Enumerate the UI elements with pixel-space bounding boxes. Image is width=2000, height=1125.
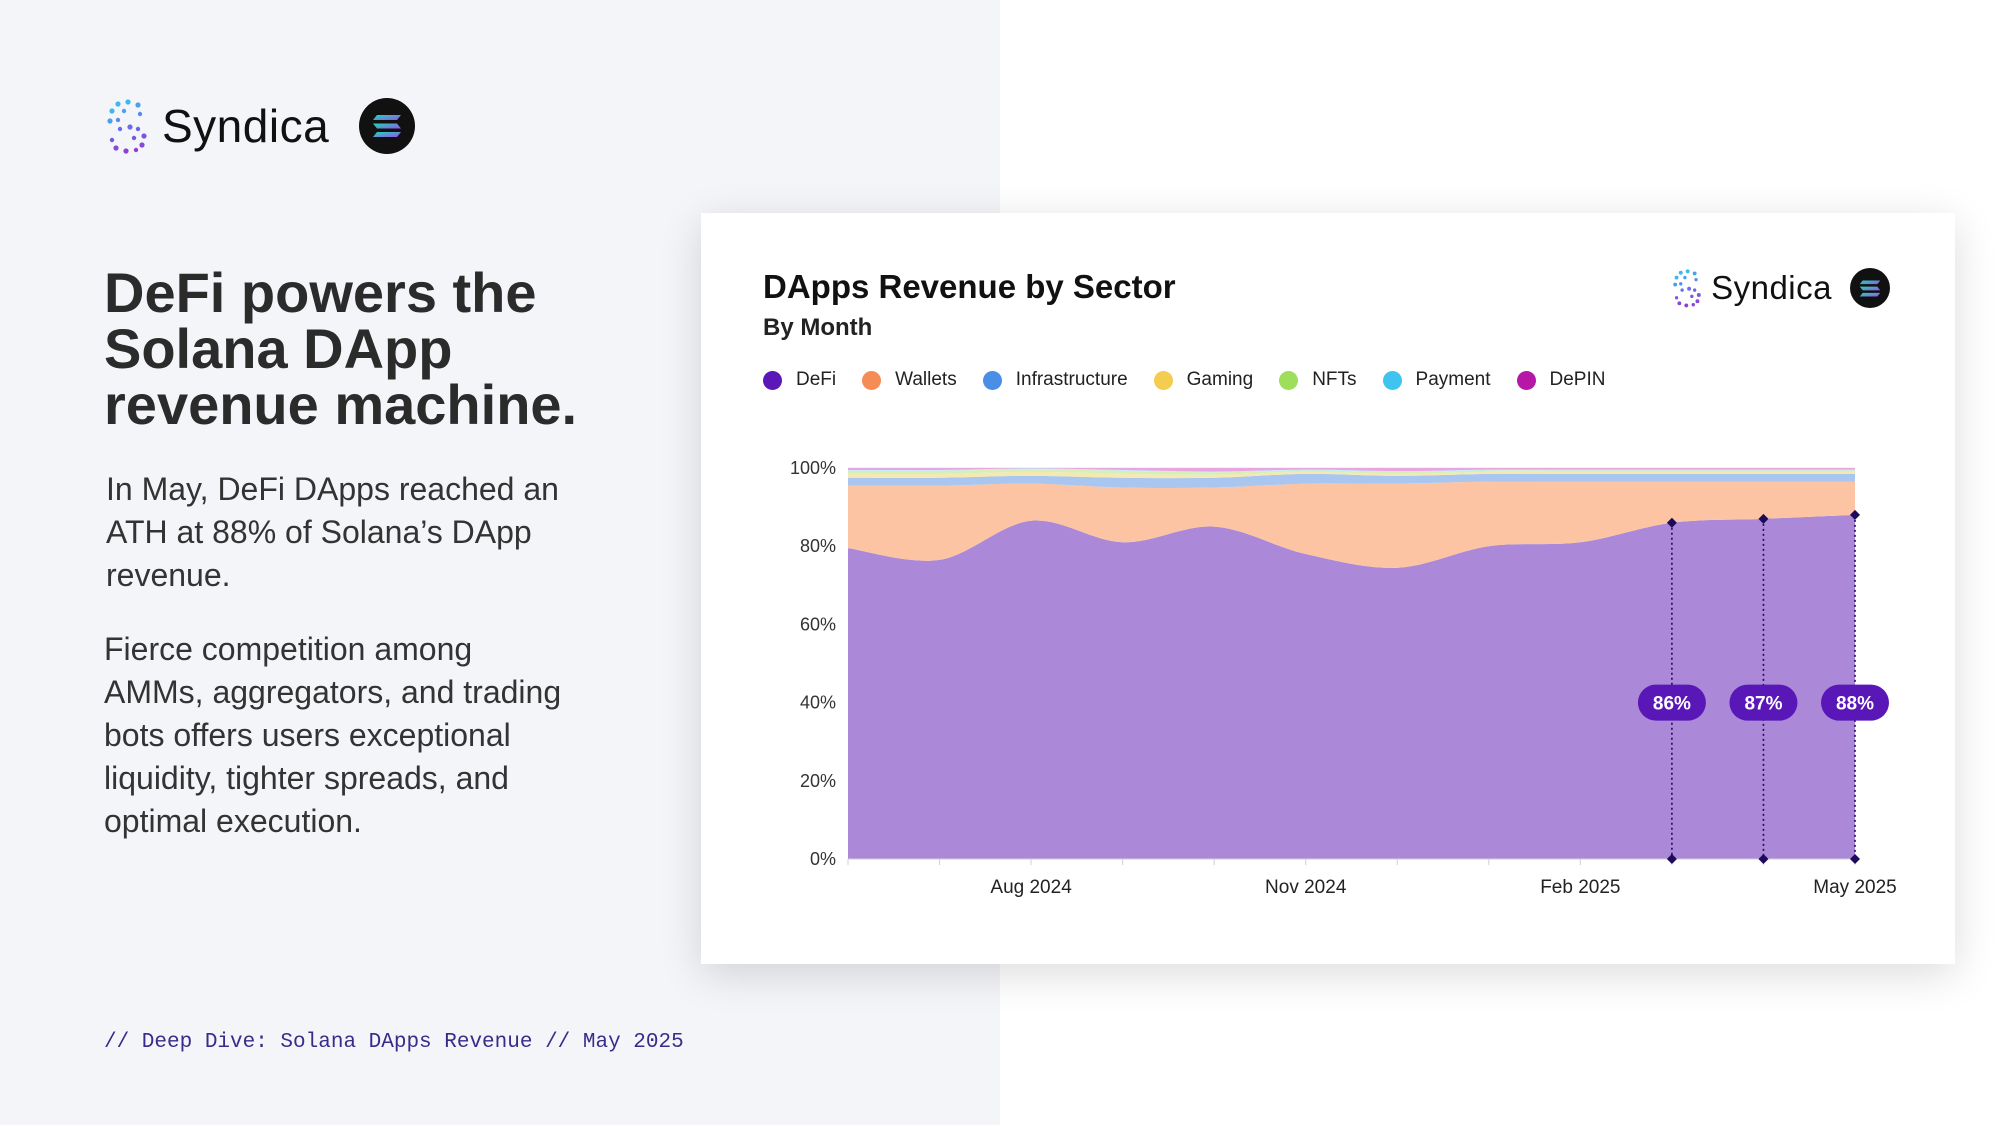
legend-label: NFTs xyxy=(1312,369,1357,390)
legend-label: Infrastructure xyxy=(1015,369,1128,390)
area-payment xyxy=(848,468,1855,473)
area-defi xyxy=(848,514,1855,859)
legend-item[interactable]: Payment xyxy=(1382,369,1491,391)
annotation-label: 86% xyxy=(1653,694,1691,715)
syndica-icon xyxy=(107,99,147,154)
footer-tag: // Deep Dive: Solana DApps Revenue // Ma… xyxy=(104,1031,684,1054)
legend-item[interactable]: NFTs xyxy=(1279,369,1357,391)
brand-name: Syndica xyxy=(162,100,330,152)
chart-title: DApps Revenue by Sector xyxy=(763,268,1176,305)
legend-label: Gaming xyxy=(1186,369,1254,390)
legend-swatch xyxy=(1382,370,1402,390)
legend-label: Payment xyxy=(1415,369,1491,390)
area-depin xyxy=(848,468,1855,472)
legend-item[interactable]: Wallets xyxy=(862,369,957,391)
annotation-badge xyxy=(1729,684,1798,721)
area-wallets xyxy=(848,481,1855,568)
annotation-label: 87% xyxy=(1744,694,1782,715)
chart-subtitle: By Month xyxy=(763,314,873,341)
legend-swatch xyxy=(1153,370,1173,390)
area-infrastructure xyxy=(848,473,1855,489)
annotation-marker-top xyxy=(1666,517,1677,528)
legend-swatch xyxy=(862,370,882,390)
area-gaming xyxy=(848,471,1855,479)
y-tick-label: 20% xyxy=(800,771,836,791)
annotation-badge xyxy=(1637,684,1706,721)
card-syndica-logo: Syndica xyxy=(1671,268,1890,308)
x-tick-label: Feb 2025 xyxy=(1540,877,1620,898)
legend-label: DeFi xyxy=(796,369,837,390)
annotation-badge xyxy=(1821,684,1889,721)
detail-paragraph: Fierce competition among AMMs, aggregato… xyxy=(104,631,562,839)
legend-swatch xyxy=(1279,370,1299,390)
x-tick-label: Nov 2024 xyxy=(1265,877,1347,898)
annotation-marker-top xyxy=(1758,513,1769,524)
y-tick-label: 60% xyxy=(800,614,836,634)
area-nfts xyxy=(848,469,1855,475)
x-tick-label: Aug 2024 xyxy=(990,877,1072,898)
y-tick-label: 40% xyxy=(800,693,836,713)
summary-paragraph: In May, DeFi DApps reached an ATH at 88%… xyxy=(106,471,559,593)
legend-swatch xyxy=(1516,370,1536,390)
syndica-logo: Syndica xyxy=(104,98,416,154)
solana-icon xyxy=(1850,268,1890,308)
chart-legend: DeFi Wallets Infrastructure Gaming NFTs Payme… xyxy=(763,369,1631,391)
y-tick-label: 0% xyxy=(810,849,836,869)
legend-swatch xyxy=(982,370,1002,390)
solana-icon xyxy=(359,98,416,154)
legend-swatch xyxy=(763,370,782,390)
annotation-label: 88% xyxy=(1836,694,1874,715)
y-tick-label: 80% xyxy=(800,536,836,556)
card-brand-name: Syndica xyxy=(1711,269,1832,306)
chart-card: DApps Revenue by Sector By Month Syndica xyxy=(701,213,1955,964)
legend-item[interactable]: DePIN xyxy=(1516,369,1606,391)
x-tick-label: May 2025 xyxy=(1813,877,1896,898)
annotation-marker-bottom xyxy=(1666,854,1677,864)
y-tick-label: 100% xyxy=(790,458,836,478)
annotation-marker-top xyxy=(1850,509,1860,520)
legend-label: DePIN xyxy=(1549,369,1606,390)
legend-item[interactable]: Gaming xyxy=(1153,369,1254,391)
legend-item[interactable]: DeFi xyxy=(763,369,836,391)
annotation-marker-bottom xyxy=(1758,854,1769,864)
area-chart: 0% 20% 40% 60% 80% 100% Aug 2024 Nov 2024 Feb 20… xyxy=(790,458,1897,898)
headline: DeFi powers the Solana DApp revenue mach… xyxy=(104,261,578,436)
legend-label: Wallets xyxy=(895,369,957,390)
legend-item[interactable]: Infrastructure xyxy=(982,369,1128,391)
annotation-marker-bottom xyxy=(1850,854,1860,864)
syndica-icon xyxy=(1673,269,1701,308)
